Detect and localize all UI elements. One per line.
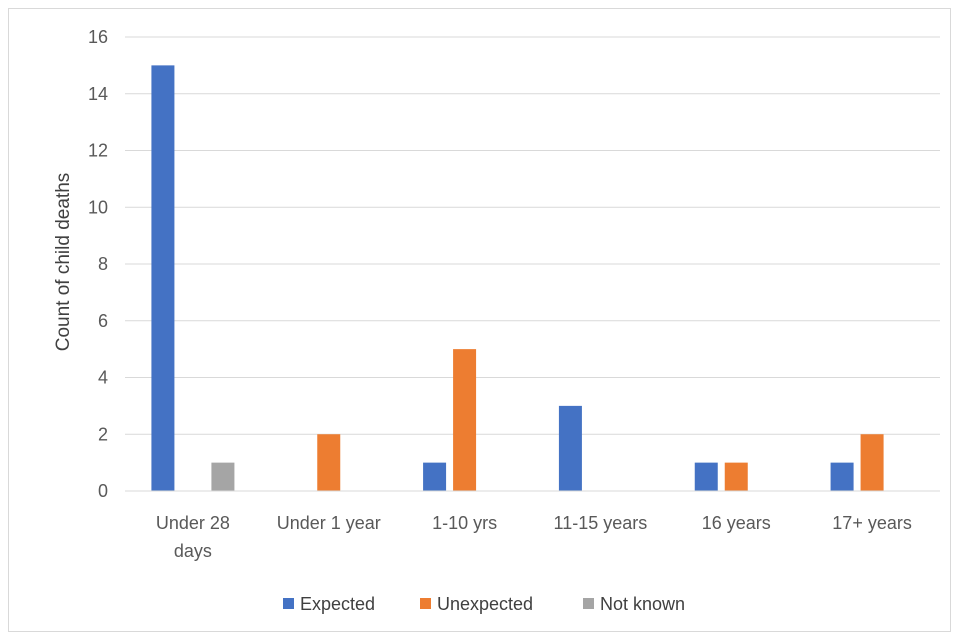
x-tick-label: Under 1 year <box>277 513 381 533</box>
bar-expected <box>694 462 718 491</box>
legend-label: Expected <box>300 594 375 614</box>
bar-not-known <box>211 462 235 491</box>
y-tick-label: 2 <box>98 424 108 444</box>
x-tick-label: 16 years <box>702 513 771 533</box>
x-tick-label: 1-10 yrs <box>432 513 497 533</box>
legend-label: Unexpected <box>437 594 533 614</box>
bar-expected <box>830 462 854 491</box>
y-tick-label: 8 <box>98 254 108 274</box>
y-axis-title: Count of child deaths <box>53 173 74 352</box>
legend-swatch-unexpected <box>420 598 431 609</box>
x-tick-label: days <box>174 541 212 561</box>
bar-expected <box>558 405 582 491</box>
bar-unexpected <box>317 434 341 491</box>
bar-expected <box>151 65 175 491</box>
y-tick-label: 6 <box>98 311 108 331</box>
y-tick-label: 16 <box>88 27 108 47</box>
y-axis-ticks: 0 2 4 6 8 10 12 14 16 <box>88 27 108 501</box>
bar-unexpected <box>453 349 477 491</box>
gridlines <box>125 36 940 435</box>
legend: Expected Unexpected Not known <box>283 594 685 614</box>
y-tick-label: 10 <box>88 197 108 217</box>
x-axis-ticks: Under 28 days Under 1 year 1-10 yrs 11-15 ye… <box>156 513 912 561</box>
legend-label: Not known <box>600 594 685 614</box>
y-tick-label: 0 <box>98 481 108 501</box>
x-tick-label: 11-15 years <box>554 513 648 533</box>
bar-unexpected <box>724 462 748 491</box>
legend-swatch-not-known <box>583 598 594 609</box>
bar-expected <box>423 462 447 491</box>
bar-unexpected <box>860 434 884 491</box>
y-tick-label: 12 <box>88 141 108 161</box>
x-tick-label: Under 28 <box>156 513 230 533</box>
bars <box>151 65 884 491</box>
y-tick-label: 4 <box>98 368 108 388</box>
y-tick-label: 14 <box>88 84 108 104</box>
legend-swatch-expected <box>283 598 294 609</box>
x-tick-label: 17+ years <box>832 513 912 533</box>
